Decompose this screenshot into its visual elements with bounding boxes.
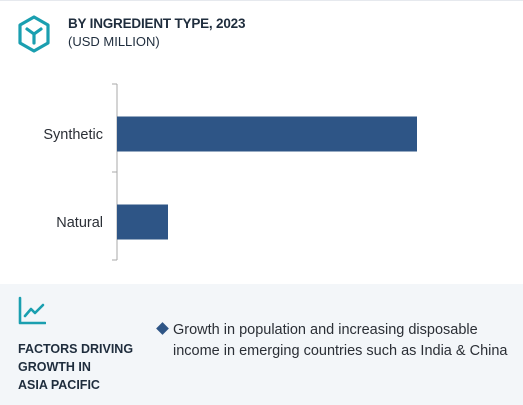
- top-divider: [0, 0, 523, 1]
- bar-chart-svg: Synthetic Natural: [43, 83, 417, 261]
- factors-label: FACTORS DRIVING GROWTH IN ASIA PACIFIC: [18, 340, 168, 394]
- chart-title: BY INGREDIENT TYPE, 2023: [68, 16, 246, 31]
- chart-subtitle: (USD MILLION): [68, 34, 160, 49]
- factors-label-line: ASIA PACIFIC: [18, 378, 100, 392]
- category-label: Synthetic: [43, 127, 103, 143]
- diamond-bullet-icon: [156, 322, 169, 335]
- factors-label-line: GROWTH IN: [18, 360, 91, 374]
- bar-synthetic: [117, 116, 417, 152]
- factors-label-line: FACTORS DRIVING: [18, 342, 134, 356]
- chart-header: BY INGREDIENT TYPE, 2023 (USD MILLION): [0, 0, 523, 64]
- factor-text: Growth in population and increasing disp…: [173, 322, 508, 359]
- category-label: Natural: [56, 215, 103, 231]
- factor-item: Growth in population and increasing disp…: [156, 320, 518, 361]
- bar-chart: Synthetic Natural: [0, 64, 523, 278]
- bar-natural: [117, 204, 168, 240]
- hexagon-cube-icon: [18, 15, 50, 53]
- trend-line-icon: [18, 296, 46, 325]
- factors-panel: FACTORS DRIVING GROWTH IN ASIA PACIFIC G…: [0, 284, 523, 405]
